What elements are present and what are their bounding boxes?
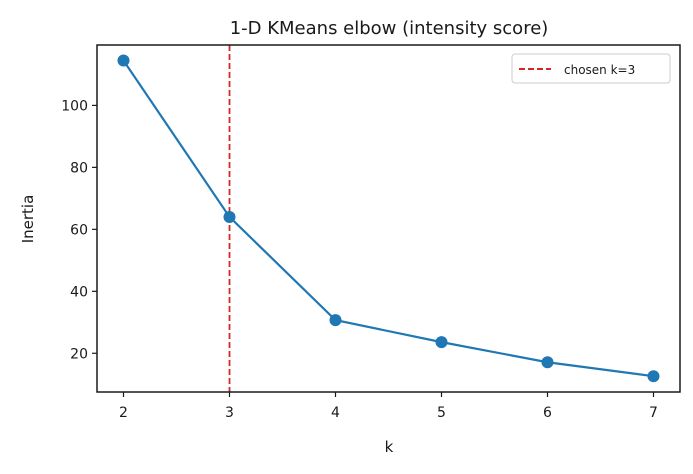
y-tick-label: 80 — [70, 160, 88, 176]
x-tick-label: 7 — [649, 405, 658, 421]
legend-label: chosen k=3 — [564, 63, 635, 77]
x-tick-label: 4 — [331, 405, 340, 421]
y-tick-label: 40 — [70, 284, 88, 300]
y-tick-label: 100 — [61, 98, 88, 114]
data-point-marker — [541, 356, 554, 369]
legend: chosen k=3 — [511, 53, 671, 84]
x-axis-ticks: 2 3 4 5 6 7 — [119, 392, 658, 421]
plot-area — [117, 45, 660, 392]
y-axis-label: Inertia — [19, 195, 37, 244]
data-point-marker — [117, 54, 130, 67]
series-line — [122, 59, 654, 378]
y-axis-ticks: 20 40 60 80 100 — [61, 98, 97, 362]
x-axis-label: k — [385, 438, 394, 456]
x-tick-label: 3 — [225, 405, 234, 421]
legend-box — [511, 53, 671, 84]
y-tick-label: 60 — [70, 222, 88, 238]
x-tick-label: 6 — [543, 405, 552, 421]
axes-frame — [96, 44, 681, 393]
y-tick-label: 20 — [70, 346, 88, 362]
chart-title: 1-D KMeans elbow (intensity score) — [230, 18, 549, 39]
x-tick-label: 5 — [437, 405, 446, 421]
data-point-marker — [329, 314, 342, 327]
x-tick-label: 2 — [119, 405, 128, 421]
data-point-marker — [647, 370, 660, 383]
data-point-marker — [435, 336, 448, 349]
data-point-marker — [223, 210, 236, 223]
